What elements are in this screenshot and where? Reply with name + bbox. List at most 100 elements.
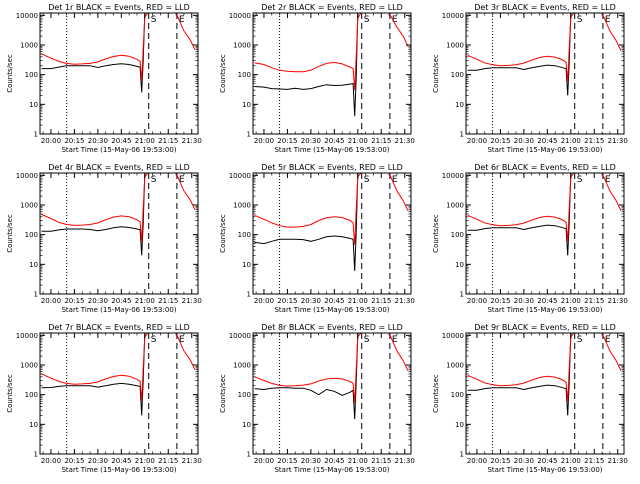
x-tick-label: 20:15 xyxy=(277,297,297,305)
panel-title: Det 2r BLACK = Events, RED = LLD xyxy=(261,3,403,12)
x-tick-label: 21:30 xyxy=(395,457,415,465)
x-tick-label: 20:45 xyxy=(537,297,557,305)
y-axis-label: Counts/sec xyxy=(219,374,227,413)
x-tick-label: 21:30 xyxy=(182,137,202,145)
y-tick-label: 1 xyxy=(34,291,38,299)
series-line-events xyxy=(254,333,408,420)
x-axis-label: Start Time (15-May-06 19:53:00) xyxy=(274,146,389,154)
y-tick-label: 10000 xyxy=(442,172,464,180)
marker-label-S: S xyxy=(577,335,583,345)
marker-label-E: E xyxy=(392,175,398,185)
marker-label-S: S xyxy=(151,335,157,345)
x-tick-label: 21:00 xyxy=(561,137,581,145)
panel-title: Det 8r BLACK = Events, RED = LLD xyxy=(261,323,403,332)
detector-panel-3: Det 3r BLACK = Events, RED = LLD S E 1 10 100… xyxy=(432,3,628,154)
detector-panel-8: Det 8r BLACK = Events, RED = LLD S E 1 10 100… xyxy=(219,323,415,474)
x-tick-label: 21:15 xyxy=(371,457,391,465)
series-line-events xyxy=(41,13,195,93)
x-tick-label: 21:00 xyxy=(135,137,155,145)
detector-panel-2: Det 2r BLACK = Events, RED = LLD S E 1 10 100… xyxy=(219,3,415,154)
series-line-lld xyxy=(41,13,196,82)
x-tick-label: 21:15 xyxy=(158,137,178,145)
x-tick-label: 20:15 xyxy=(277,137,297,145)
x-tick-label: 20:30 xyxy=(301,297,321,305)
x-tick-label: 20:15 xyxy=(490,457,510,465)
y-tick-label: 1 xyxy=(460,451,464,459)
x-tick-label: 20:00 xyxy=(254,137,274,145)
x-tick-label: 20:15 xyxy=(64,137,84,145)
x-tick-label: 20:30 xyxy=(514,137,534,145)
series-group xyxy=(254,13,409,117)
x-tick-label: 20:00 xyxy=(254,457,274,465)
detector-panel-1: Det 1r BLACK = Events, RED = LLD S E 1 10 100… xyxy=(6,3,202,154)
series-line-lld xyxy=(254,13,409,91)
x-tick-label: 21:30 xyxy=(608,457,628,465)
x-tick-label: 21:30 xyxy=(395,137,415,145)
x-tick-label: 20:15 xyxy=(490,297,510,305)
x-tick-label: 21:30 xyxy=(182,457,202,465)
x-tick-label: 20:45 xyxy=(324,297,344,305)
marker-label-S: S xyxy=(151,175,157,185)
detector-panel-5: Det 5r BLACK = Events, RED = LLD S E 1 10 100… xyxy=(219,163,415,314)
marker-label-S: S xyxy=(577,175,583,185)
y-tick-label: 10000 xyxy=(229,172,251,180)
axes-frame xyxy=(39,12,199,135)
series-line-lld xyxy=(467,173,622,243)
y-tick-label: 1000 xyxy=(20,42,38,50)
y-tick-label: 1000 xyxy=(233,362,251,370)
series-group xyxy=(467,13,622,96)
y-tick-label: 10000 xyxy=(229,332,251,340)
x-tick-label: 20:30 xyxy=(514,457,534,465)
x-tick-label: 20:45 xyxy=(537,137,557,145)
axes-frame xyxy=(39,172,199,295)
marker-label-S: S xyxy=(364,15,370,25)
series-group xyxy=(41,333,196,416)
x-tick-label: 20:45 xyxy=(111,297,131,305)
marker-label-E: E xyxy=(392,15,398,25)
x-axis-label: Start Time (15-May-06 19:53:00) xyxy=(487,466,602,474)
marker-label-E: E xyxy=(605,15,611,25)
x-axis-label: Start Time (15-May-06 19:53:00) xyxy=(61,146,176,154)
x-tick-label: 20:30 xyxy=(514,297,534,305)
y-tick-label: 1 xyxy=(247,291,251,299)
x-axis-label: Start Time (15-May-06 19:53:00) xyxy=(487,146,602,154)
x-tick-label: 21:15 xyxy=(584,297,604,305)
x-tick-label: 20:00 xyxy=(41,137,61,145)
marker-label-S: S xyxy=(151,15,157,25)
x-tick-label: 20:30 xyxy=(301,137,321,145)
series-line-lld xyxy=(467,333,622,403)
y-axis-label: Counts/sec xyxy=(219,214,227,253)
x-tick-label: 21:30 xyxy=(608,297,628,305)
x-tick-label: 21:00 xyxy=(348,457,368,465)
x-axis-label: Start Time (15-May-06 19:53:00) xyxy=(61,466,176,474)
x-axis-label: Start Time (15-May-06 19:53:00) xyxy=(61,306,176,314)
x-tick-label: 21:00 xyxy=(135,457,155,465)
x-tick-label: 21:15 xyxy=(371,137,391,145)
x-tick-label: 20:30 xyxy=(301,457,321,465)
panel-title: Det 9r BLACK = Events, RED = LLD xyxy=(474,323,616,332)
series-line-lld xyxy=(41,173,196,243)
series-line-events xyxy=(467,173,621,256)
panel-title: Det 5r BLACK = Events, RED = LLD xyxy=(261,163,403,172)
marker-label-E: E xyxy=(392,335,398,345)
panel-title: Det 3r BLACK = Events, RED = LLD xyxy=(474,3,616,12)
y-tick-label: 1000 xyxy=(233,42,251,50)
y-tick-label: 10 xyxy=(455,101,464,109)
x-tick-label: 20:45 xyxy=(324,457,344,465)
series-group xyxy=(41,173,196,256)
x-tick-label: 20:45 xyxy=(111,137,131,145)
y-tick-label: 1 xyxy=(460,131,464,139)
series-line-events xyxy=(254,173,408,271)
detector-panel-7: Det 7r BLACK = Events, RED = LLD S E 1 10 100… xyxy=(6,323,202,474)
x-tick-label: 20:00 xyxy=(41,457,61,465)
y-tick-label: 10 xyxy=(29,261,38,269)
axes-frame xyxy=(465,332,625,455)
y-tick-label: 100 xyxy=(451,391,464,399)
axes-frame xyxy=(252,172,412,295)
y-tick-label: 1 xyxy=(460,291,464,299)
axes-frame xyxy=(252,332,412,455)
y-tick-label: 100 xyxy=(451,71,464,79)
series-group xyxy=(254,173,409,271)
y-axis-label: Counts/sec xyxy=(219,54,227,93)
